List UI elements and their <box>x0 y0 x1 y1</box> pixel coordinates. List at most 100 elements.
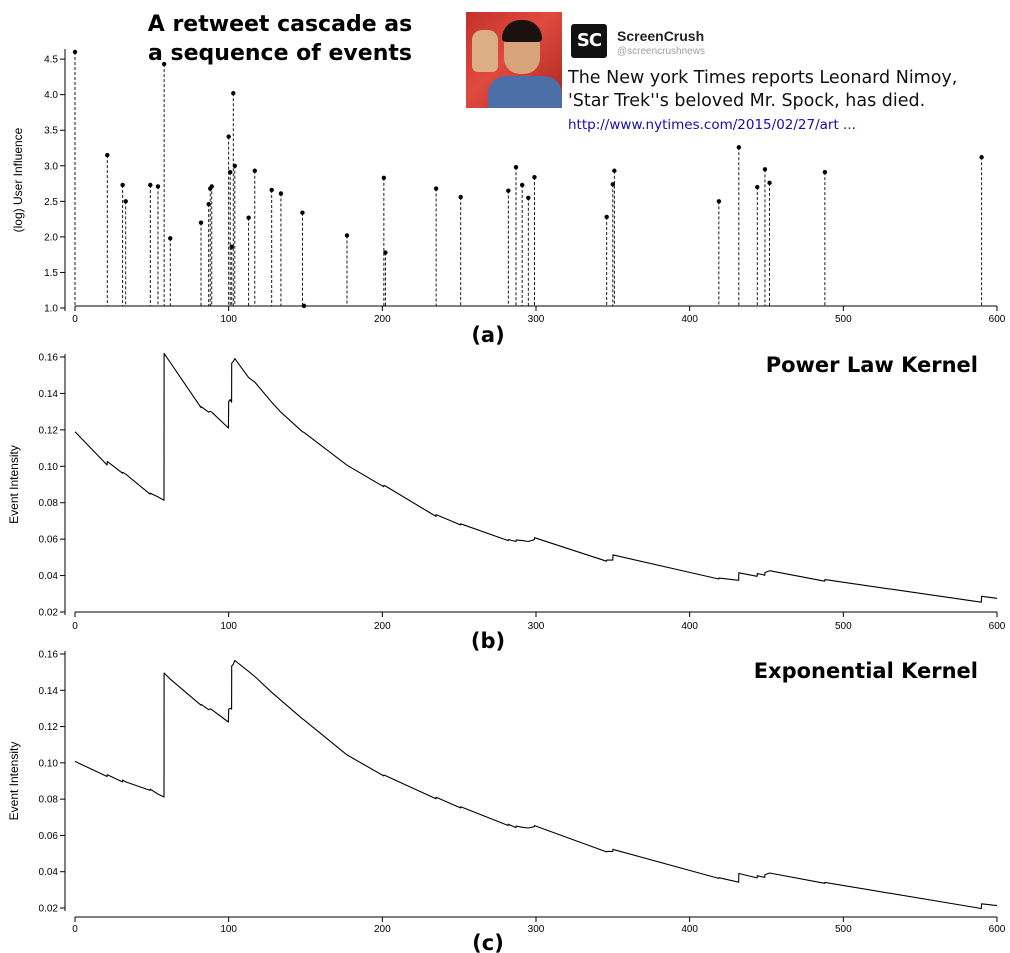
y-tick-label: 3.5 <box>44 126 58 137</box>
event-point <box>519 182 525 188</box>
y-axis-title: Event Intensity <box>7 445 21 524</box>
panel-a-influence-stem-chart: 1.0 1.5 2.0 2.5 3.0 3.5 4.0 4.5 0 100 200 300 400 500… <box>11 49 1006 325</box>
x-tick-label: 500 <box>835 314 852 325</box>
y-tick-label: 0.16 <box>39 650 59 661</box>
x-tick-label: 600 <box>989 314 1006 325</box>
event-point <box>736 145 742 150</box>
figure-title-line-2: a sequence of events <box>148 41 412 66</box>
y-tick-label: 0.08 <box>39 795 59 806</box>
event-point <box>433 186 439 191</box>
y-tick-label: 0.06 <box>39 535 59 546</box>
event-point <box>526 195 531 200</box>
event-point <box>979 155 984 160</box>
avatar-image <box>466 12 562 108</box>
y-tick-label: 0.02 <box>39 904 59 915</box>
x-tick-label: 200 <box>374 314 391 325</box>
event-point <box>209 184 214 189</box>
y-tick-label: 0.10 <box>39 758 59 769</box>
y-tick-label: 2.0 <box>44 232 58 243</box>
event-point <box>252 168 257 173</box>
y-tick-label: 0.14 <box>39 686 59 697</box>
intensity-line <box>74 659 998 910</box>
x-tick-label: 200 <box>374 621 391 632</box>
x-tick-label: 100 <box>220 924 237 935</box>
event-point <box>228 169 233 175</box>
event-point <box>168 236 173 241</box>
x-tick-label: 500 <box>835 621 852 632</box>
event-point <box>269 187 274 193</box>
event-point <box>120 182 125 188</box>
event-point <box>755 184 760 190</box>
y-axis-title: Event Intensity <box>7 742 21 821</box>
event-point <box>822 169 828 175</box>
tweet-text: The New york Times reports Leonard Nimoy… <box>568 67 1004 113</box>
x-tick-label: 300 <box>528 621 545 632</box>
event-point <box>246 215 251 220</box>
y-axis-title: (log) User Influence <box>11 127 25 232</box>
power-law-kernel-title: Power Law Kernel <box>766 353 978 377</box>
panel-c-exponential-intensity-chart: 0.02 0.04 0.06 0.08 0.10 0.12 0.14 0.16 0 100 200 3… <box>7 650 1006 936</box>
event-point <box>72 49 78 55</box>
event-point <box>123 199 128 204</box>
x-tick-label: 300 <box>528 924 545 935</box>
event-point <box>300 210 305 215</box>
y-tick-label: 0.12 <box>39 722 59 733</box>
event-point <box>458 194 463 200</box>
event-point <box>231 91 236 96</box>
figure-title-line-1: A retweet cascade as <box>148 12 412 37</box>
y-tick-label: 0.02 <box>39 608 59 619</box>
panel-label-c: (c) <box>472 931 504 953</box>
event-point <box>105 152 110 158</box>
y-tick-label: 0.08 <box>39 498 59 509</box>
event-point <box>604 214 609 220</box>
x-tick-label: 600 <box>989 621 1006 632</box>
x-tick-label: 100 <box>220 621 237 632</box>
x-tick-label: 600 <box>989 924 1006 935</box>
panel-label-a: (a) <box>471 323 504 347</box>
y-tick-label: 0.04 <box>39 867 59 878</box>
event-point <box>383 250 388 255</box>
x-tick-label: 0 <box>72 621 78 632</box>
x-tick-label: 400 <box>681 621 698 632</box>
panel-label-b: (b) <box>471 629 505 653</box>
event-point <box>148 182 153 188</box>
tweet-account-name: ScreenCrush <box>617 28 705 44</box>
exponential-kernel-title: Exponential Kernel <box>754 659 978 683</box>
x-tick-label: 100 <box>220 314 237 325</box>
x-tick-label: 300 <box>528 314 545 325</box>
tweet-card: SC ScreenCrush @screencrushnews The New … <box>466 12 1006 140</box>
y-tick-label: 1.0 <box>44 304 58 315</box>
event-point <box>344 233 350 238</box>
event-point <box>612 168 617 173</box>
event-point <box>716 199 722 204</box>
tweet-text-line-1: The New york Times reports Leonard Nimoy… <box>568 68 958 88</box>
x-tick-label: 0 <box>72 924 78 935</box>
event-point <box>301 303 307 309</box>
event-point <box>198 220 204 225</box>
y-tick-label: 4.5 <box>44 55 58 66</box>
x-tick-label: 0 <box>72 314 78 325</box>
avatar-uniform <box>488 76 562 108</box>
screencrush-logo-icon: SC <box>571 24 607 58</box>
y-tick-label: 0.06 <box>39 831 59 842</box>
y-tick-label: 0.12 <box>39 425 59 436</box>
tweet-link[interactable]: http://www.nytimes.com/2015/02/27/art ..… <box>568 117 856 133</box>
y-tick-label: 4.0 <box>44 90 58 101</box>
y-tick-label: 1.5 <box>44 268 58 279</box>
y-tick-label: 0.14 <box>39 389 59 400</box>
x-tick-label: 400 <box>681 314 698 325</box>
x-tick-label: 400 <box>681 924 698 935</box>
event-point <box>506 188 511 193</box>
event-point <box>767 180 772 186</box>
event-point <box>278 191 284 196</box>
y-tick-label: 2.5 <box>44 197 58 208</box>
event-point <box>762 167 768 172</box>
panel-b-power-law-intensity-chart: 0.02 0.04 0.06 0.08 0.10 0.12 0.14 0.16 0 100 200 3… <box>7 353 1006 633</box>
avatar-hair <box>502 20 542 42</box>
event-point <box>513 165 519 170</box>
event-point <box>381 175 387 181</box>
x-tick-label: 500 <box>835 924 852 935</box>
event-point <box>161 61 167 67</box>
y-tick-label: 0.10 <box>39 462 59 473</box>
event-point <box>232 163 238 168</box>
